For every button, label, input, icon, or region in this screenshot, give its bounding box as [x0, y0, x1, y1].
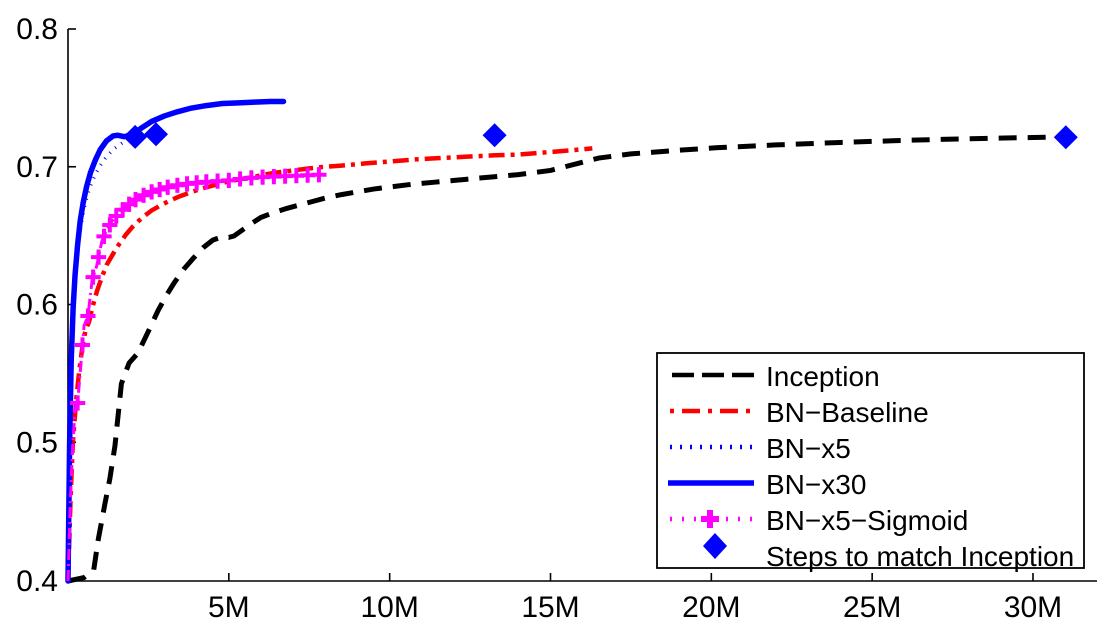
svg-text:BN−x5−Sigmoid: BN−x5−Sigmoid [766, 505, 968, 536]
svg-text:10M: 10M [360, 591, 418, 624]
svg-text:0.7: 0.7 [16, 151, 58, 184]
svg-text:0.4: 0.4 [16, 565, 58, 598]
svg-text:BN−x5: BN−x5 [766, 433, 851, 464]
svg-text:15M: 15M [521, 591, 579, 624]
svg-text:Inception: Inception [766, 361, 880, 392]
svg-text:5M: 5M [208, 591, 250, 624]
svg-text:0.6: 0.6 [16, 289, 58, 322]
svg-text:Steps to match Inception: Steps to match Inception [766, 541, 1074, 572]
svg-text:BN−Baseline: BN−Baseline [766, 397, 929, 428]
svg-text:BN−x30: BN−x30 [766, 469, 866, 500]
svg-text:25M: 25M [843, 591, 901, 624]
svg-text:0.5: 0.5 [16, 426, 58, 459]
svg-text:0.8: 0.8 [16, 13, 58, 46]
svg-text:20M: 20M [682, 591, 740, 624]
svg-text:30M: 30M [1004, 591, 1062, 624]
